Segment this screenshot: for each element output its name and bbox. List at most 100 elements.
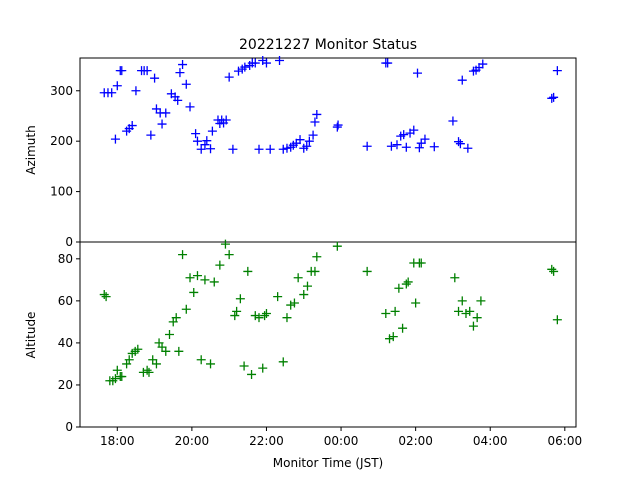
altitude-panel-data-point bbox=[403, 277, 413, 287]
altitude-panel-data-point bbox=[99, 290, 109, 300]
azimuth-panel-data-point bbox=[455, 139, 465, 149]
altitude-panel-data-point bbox=[472, 313, 482, 323]
azimuth-panel-data-point bbox=[192, 136, 202, 146]
azimuth-panel-data-point bbox=[549, 92, 559, 102]
azimuth-panel-data-point bbox=[304, 136, 314, 146]
altitude-panel-data-point bbox=[282, 313, 292, 323]
azimuth-panel-data-point bbox=[401, 142, 411, 152]
altitude-panel-data-point bbox=[457, 296, 467, 306]
altitude-panel-data-point bbox=[260, 311, 270, 321]
altitude-panel-data-point bbox=[247, 369, 257, 379]
altitude-panel-data-point bbox=[215, 260, 225, 270]
azimuth-panel-data-point bbox=[240, 62, 250, 72]
azimuth-panel-data-point bbox=[392, 140, 402, 150]
altitude-panel-data-point bbox=[261, 308, 271, 318]
azimuth-panel-data-point bbox=[233, 66, 243, 76]
azimuth-panel-data-point bbox=[221, 115, 231, 125]
altitude-panel-data-point bbox=[133, 344, 143, 354]
y-axis-label-azimuth: Azimuth bbox=[24, 125, 38, 174]
altitude-panel-data-point bbox=[165, 330, 175, 339]
azimuth-panel-data-point bbox=[202, 136, 212, 146]
azimuth-panel-data-point bbox=[265, 144, 275, 154]
azimuth-panel-data-point bbox=[254, 144, 264, 154]
azimuth-panel-data-point bbox=[191, 129, 201, 139]
x-tick-label: 18:00 bbox=[100, 434, 135, 448]
azimuth-panel-data-point bbox=[448, 116, 458, 126]
azimuth-panel-data-point bbox=[478, 59, 488, 69]
altitude-panel-data-point bbox=[174, 346, 184, 356]
azimuth-panel-data-point bbox=[463, 143, 473, 153]
altitude-panel-data-point bbox=[390, 306, 400, 316]
azimuth-panel-data-point bbox=[207, 126, 217, 136]
altitude-panel-data-point bbox=[178, 250, 188, 260]
azimuth-panel: 0 100 200 300 bbox=[50, 56, 577, 249]
altitude-panel-data-point bbox=[549, 266, 559, 276]
altitude-panel-data-point bbox=[101, 292, 111, 302]
altitude-panel-data-point bbox=[299, 290, 309, 300]
azimuth-panel-data-point bbox=[295, 135, 305, 145]
altitude-panel-data-point bbox=[416, 258, 426, 268]
altitude-panel-data-point bbox=[258, 363, 268, 373]
azimuth-panel-data-point bbox=[200, 140, 210, 150]
altitude-panel-data-point bbox=[454, 306, 464, 316]
x-axis-label: Monitor Time (JST) bbox=[273, 456, 383, 470]
altitude-panel-data-point bbox=[110, 374, 120, 384]
azimuth-panel-data-point bbox=[383, 58, 393, 68]
azimuth-panel-data-point bbox=[161, 108, 171, 118]
azimuth-panel-data-point bbox=[146, 130, 156, 140]
azimuth-panel-data-point bbox=[181, 79, 191, 89]
altitude-panel-data-point bbox=[224, 250, 234, 260]
altitude-panel-data-point bbox=[394, 283, 404, 293]
altitude-panel-data-point bbox=[310, 266, 320, 276]
azimuth-panel-data-point bbox=[312, 109, 322, 119]
azimuth-panel-data-point bbox=[362, 141, 372, 151]
azimuth-panel-data-point bbox=[416, 138, 426, 148]
azimuth-panel-data-point bbox=[409, 125, 419, 135]
altitude-panel-data-point bbox=[209, 277, 219, 287]
altitude-panel-data-point bbox=[151, 359, 161, 369]
azimuth-panel-data-point bbox=[107, 88, 117, 98]
azimuth-panel-data-point bbox=[332, 122, 342, 132]
azimuth-panel-data-point bbox=[151, 104, 161, 114]
azimuth-panel-data-point bbox=[275, 56, 285, 66]
altitude-panel-data-point bbox=[171, 313, 181, 323]
altitude-panel-data-point bbox=[148, 355, 158, 365]
altitude-panel-data-point bbox=[552, 315, 562, 325]
altitude-panel-data-point bbox=[254, 313, 264, 323]
altitude-panel-data-point bbox=[362, 266, 372, 276]
altitude-panel-data-point bbox=[461, 308, 471, 318]
altitude-panel-data-point bbox=[196, 355, 206, 365]
x-tick-label: 02:00 bbox=[398, 434, 433, 448]
altitude-panel-data-point bbox=[547, 264, 557, 274]
azimuth-panel-y-tick-label: 100 bbox=[50, 185, 73, 199]
azimuth-panel-data-point bbox=[117, 66, 127, 76]
azimuth-panel-data-point bbox=[420, 134, 430, 144]
azimuth-panel-data-point bbox=[454, 137, 464, 147]
altitude-panel-data-point bbox=[142, 365, 152, 375]
azimuth-panel-data-point bbox=[310, 117, 320, 127]
altitude-panel-data-point bbox=[144, 367, 154, 377]
azimuth-panel-data-point bbox=[157, 119, 167, 129]
altitude-panel-data-point bbox=[293, 273, 303, 283]
altitude-panel-y-tick-label: 60 bbox=[58, 294, 73, 308]
azimuth-panel-y-tick-label: 300 bbox=[50, 84, 73, 98]
y-axis-label-altitude: Altitude bbox=[24, 312, 38, 359]
azimuth-panel-data-point bbox=[399, 130, 409, 140]
azimuth-panel-data-point bbox=[386, 141, 396, 151]
azimuth-panel-data-point bbox=[185, 102, 195, 112]
altitude-panel-data-point bbox=[411, 298, 421, 308]
altitude-panel-y-tick-label: 20 bbox=[58, 378, 73, 392]
altitude-panel-data-point bbox=[401, 279, 411, 289]
altitude-panel-data-point bbox=[273, 292, 283, 302]
altitude-panel-y-tick-label: 0 bbox=[65, 420, 73, 434]
azimuth-panel-data-point bbox=[196, 144, 206, 154]
azimuth-panel-data-point bbox=[282, 143, 292, 153]
azimuth-panel-data-point bbox=[142, 66, 152, 76]
azimuth-panel-data-point bbox=[206, 144, 216, 154]
azimuth-panel-data-point bbox=[178, 60, 188, 70]
altitude-panel-data-point bbox=[381, 308, 391, 318]
altitude-panel-data-point bbox=[239, 361, 249, 371]
azimuth-panel-data-point bbox=[110, 134, 120, 144]
azimuth-panel-data-point bbox=[302, 141, 312, 151]
